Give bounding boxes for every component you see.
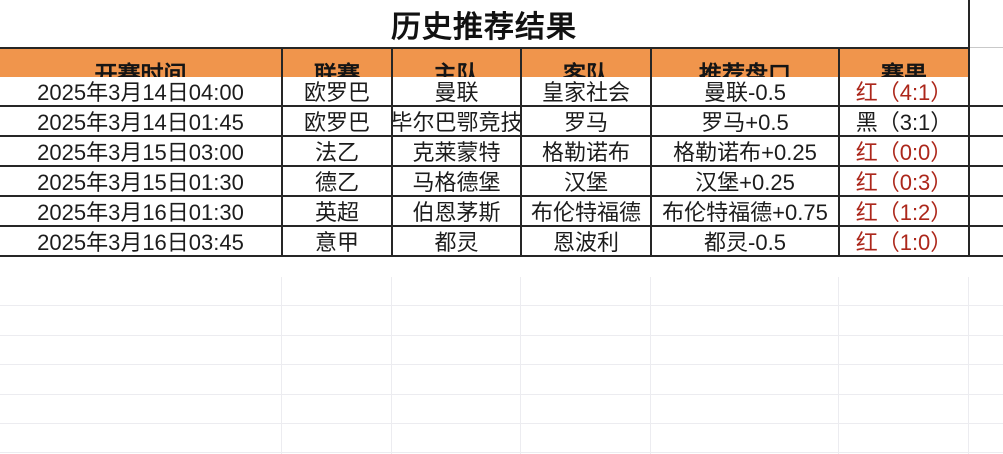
- cell-home-team[interactable]: 克莱蒙特: [393, 137, 522, 167]
- cell-start-time[interactable]: 2025年3月15日01:30: [0, 167, 283, 197]
- grid-line: [838, 277, 839, 454]
- cell-empty[interactable]: [970, 137, 1003, 167]
- cell-handicap[interactable]: 布伦特福德+0.75: [652, 197, 840, 227]
- cell-handicap[interactable]: 格勒诺布+0.25: [652, 137, 840, 167]
- cell-home-team[interactable]: 都灵: [393, 227, 522, 257]
- results-table: 开赛时间 联赛 主队 客队 推荐盘口 赛果 2025年3月14日04:00 欧罗…: [0, 47, 1003, 257]
- cell-result[interactable]: 红（4:1）: [840, 77, 970, 107]
- cell-league[interactable]: 德乙: [283, 167, 393, 197]
- cell-start-time[interactable]: 2025年3月14日01:45: [0, 107, 283, 137]
- cell-empty[interactable]: [970, 197, 1003, 227]
- grid-line: [0, 336, 1003, 366]
- cell-league[interactable]: 意甲: [283, 227, 393, 257]
- cell-handicap[interactable]: 汉堡+0.25: [652, 167, 840, 197]
- cell-empty[interactable]: [970, 107, 1003, 137]
- title-cell: 历史推荐结果: [0, 0, 970, 47]
- cell-result[interactable]: 红（1:2）: [840, 197, 970, 227]
- grid-line: [0, 306, 1003, 336]
- cell-home-team[interactable]: 毕尔巴鄂竞技: [393, 107, 522, 137]
- cell-away-team[interactable]: 汉堡: [522, 167, 652, 197]
- cell-home-team[interactable]: 曼联: [393, 77, 522, 107]
- cell-home-team[interactable]: 马格德堡: [393, 167, 522, 197]
- cell-away-team[interactable]: 恩波利: [522, 227, 652, 257]
- grid-line: [391, 277, 392, 454]
- grid-line: [968, 277, 969, 454]
- cell-empty[interactable]: [970, 167, 1003, 197]
- cell-empty[interactable]: [970, 227, 1003, 257]
- cell-away-team[interactable]: 皇家社会: [522, 77, 652, 107]
- cell-handicap[interactable]: 都灵-0.5: [652, 227, 840, 257]
- cell-away-team[interactable]: 布伦特福德: [522, 197, 652, 227]
- page-title: 历史推荐结果: [391, 10, 577, 44]
- grid-line: [650, 277, 651, 454]
- cell-home-team[interactable]: 伯恩茅斯: [393, 197, 522, 227]
- cell-handicap[interactable]: 罗马+0.5: [652, 107, 840, 137]
- cell-away-team[interactable]: 罗马: [522, 107, 652, 137]
- grid-line: [0, 424, 1003, 454]
- cell-result[interactable]: 红（0:0）: [840, 137, 970, 167]
- grid-line: [520, 277, 521, 454]
- cell-start-time[interactable]: 2025年3月16日01:30: [0, 197, 283, 227]
- cell-empty[interactable]: [970, 77, 1003, 107]
- cell-result[interactable]: 红（1:0）: [840, 227, 970, 257]
- grid-line: [0, 365, 1003, 395]
- empty-grid-rows: [0, 277, 1003, 454]
- cell-result[interactable]: 黑（3:1）: [840, 107, 970, 137]
- grid-line: [0, 395, 1003, 424]
- cell-start-time[interactable]: 2025年3月14日04:00: [0, 77, 283, 107]
- cell-league[interactable]: 法乙: [283, 137, 393, 167]
- cell-league[interactable]: 欧罗巴: [283, 77, 393, 107]
- cell-start-time[interactable]: 2025年3月16日03:45: [0, 227, 283, 257]
- cell-handicap[interactable]: 曼联-0.5: [652, 77, 840, 107]
- grid-line: [281, 277, 282, 454]
- cell-league[interactable]: 欧罗巴: [283, 107, 393, 137]
- cell-league[interactable]: 英超: [283, 197, 393, 227]
- cell-result[interactable]: 红（0:3）: [840, 167, 970, 197]
- grid-line: [0, 277, 1003, 307]
- cell-start-time[interactable]: 2025年3月15日03:00: [0, 137, 283, 167]
- cell-away-team[interactable]: 格勒诺布: [522, 137, 652, 167]
